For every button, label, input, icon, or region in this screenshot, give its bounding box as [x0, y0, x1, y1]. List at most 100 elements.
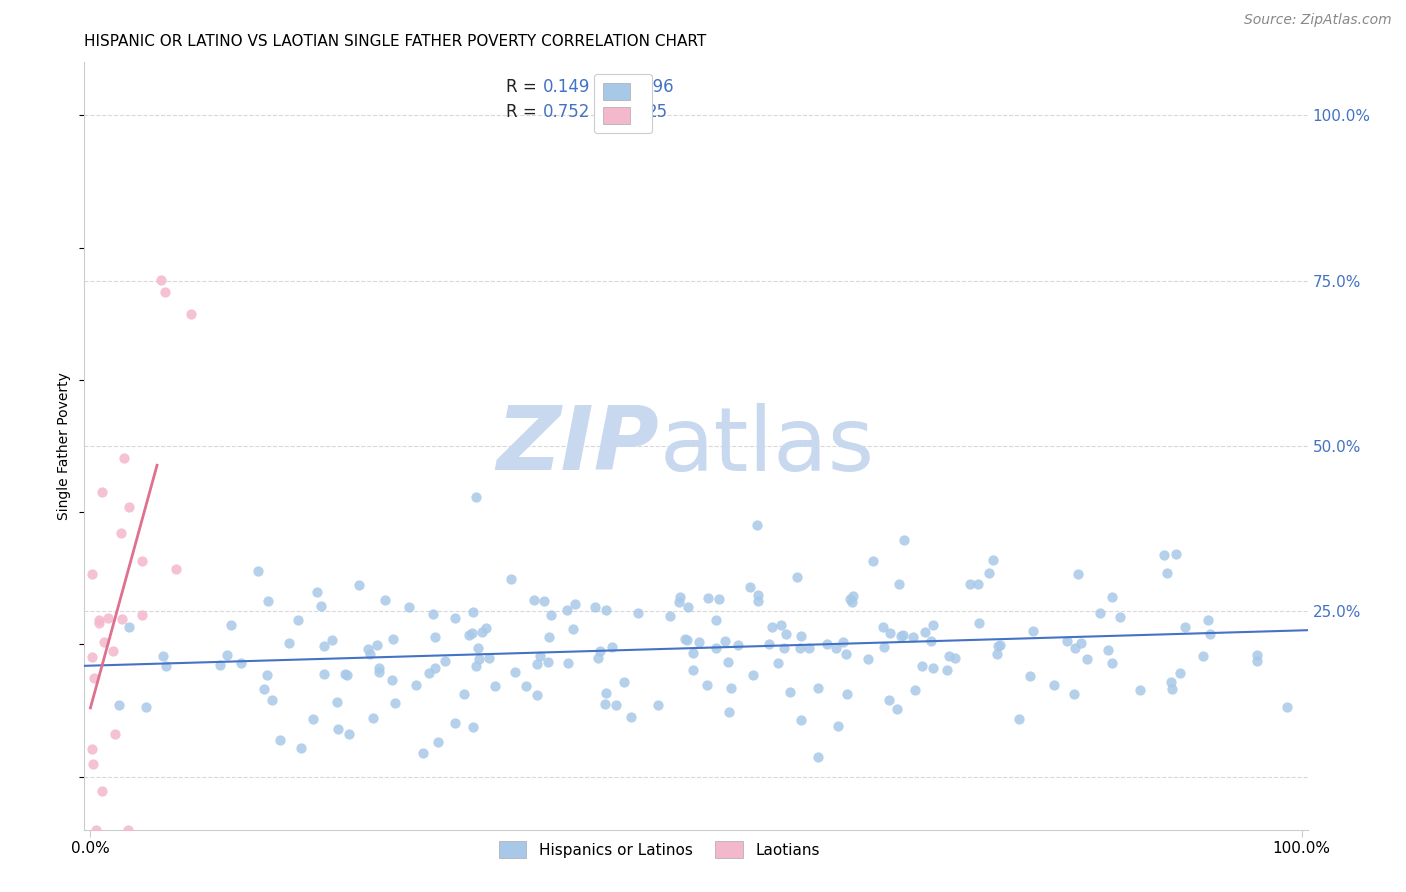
Point — [1109, 610, 1132, 624]
Point — [290, 741, 312, 756]
Point — [807, 681, 830, 696]
Point — [112, 451, 135, 466]
Point — [312, 639, 335, 653]
Point — [911, 658, 934, 673]
Point — [405, 678, 427, 692]
Point — [720, 681, 742, 696]
Point — [529, 648, 551, 663]
Text: N =: N = — [606, 78, 644, 96]
Point — [333, 667, 356, 681]
Point — [842, 589, 865, 603]
Point — [208, 658, 231, 673]
Point — [368, 665, 391, 679]
Point — [1101, 590, 1123, 604]
Point — [87, 613, 110, 627]
Point — [602, 640, 624, 654]
Point — [93, 635, 115, 649]
Point — [904, 683, 927, 698]
Point — [374, 593, 396, 607]
Point — [537, 630, 560, 644]
Point — [155, 658, 177, 673]
Point — [302, 712, 325, 726]
Point — [461, 605, 484, 619]
Point — [1019, 669, 1042, 683]
Point — [515, 679, 537, 693]
Point — [943, 651, 966, 665]
Point — [503, 665, 526, 679]
Point — [277, 636, 299, 650]
Point — [938, 649, 960, 664]
Point — [605, 698, 627, 713]
Point — [887, 577, 910, 591]
Point — [697, 591, 720, 605]
Point — [825, 640, 848, 655]
Point — [877, 692, 900, 706]
Point — [1199, 627, 1222, 641]
Point — [262, 693, 284, 707]
Point — [779, 684, 801, 698]
Point — [1067, 567, 1090, 582]
Point — [714, 634, 737, 648]
Point — [893, 533, 915, 548]
Point — [879, 625, 901, 640]
Point — [1064, 640, 1087, 655]
Point — [967, 577, 990, 591]
Point — [704, 613, 727, 627]
Point — [253, 681, 276, 696]
Point — [827, 719, 849, 733]
Point — [1021, 624, 1043, 639]
Point — [118, 620, 141, 634]
Point — [786, 570, 808, 584]
Point — [627, 606, 650, 620]
Point — [862, 554, 884, 568]
Point — [675, 632, 697, 647]
Point — [478, 651, 501, 665]
Point — [1246, 654, 1268, 668]
Point — [540, 607, 562, 622]
Point — [873, 640, 896, 654]
Point — [80, 649, 103, 664]
Point — [696, 678, 718, 692]
Point — [97, 611, 120, 625]
Point — [761, 620, 783, 634]
Point — [688, 635, 710, 649]
Point — [83, 671, 105, 685]
Point — [150, 272, 173, 286]
Text: R =: R = — [506, 103, 543, 121]
Text: Source: ZipAtlas.com: Source: ZipAtlas.com — [1244, 13, 1392, 28]
Point — [457, 628, 479, 642]
Point — [444, 611, 467, 625]
Point — [977, 566, 1000, 580]
Point — [463, 721, 485, 735]
Point — [1166, 548, 1188, 562]
Point — [586, 650, 609, 665]
Point — [256, 594, 278, 608]
Point — [418, 666, 440, 681]
Point — [770, 617, 793, 632]
Text: 0.149: 0.149 — [543, 78, 591, 96]
Point — [668, 591, 690, 605]
Point — [886, 701, 908, 715]
Point — [1043, 678, 1066, 692]
Point — [747, 588, 769, 602]
Point — [1056, 634, 1078, 648]
Point — [499, 572, 522, 586]
Point — [676, 599, 699, 614]
Point — [467, 640, 489, 655]
Point — [815, 637, 838, 651]
Point — [988, 638, 1011, 652]
Point — [835, 647, 858, 661]
Point — [745, 518, 768, 533]
Point — [384, 696, 406, 710]
Point — [914, 625, 936, 640]
Point — [595, 603, 617, 617]
Point — [986, 647, 1008, 661]
Point — [1168, 665, 1191, 680]
Point — [589, 644, 612, 658]
Point — [839, 592, 862, 607]
Point — [337, 727, 360, 741]
Point — [180, 307, 202, 321]
Point — [526, 688, 548, 702]
Point — [1156, 566, 1178, 581]
Text: 25: 25 — [647, 103, 668, 121]
